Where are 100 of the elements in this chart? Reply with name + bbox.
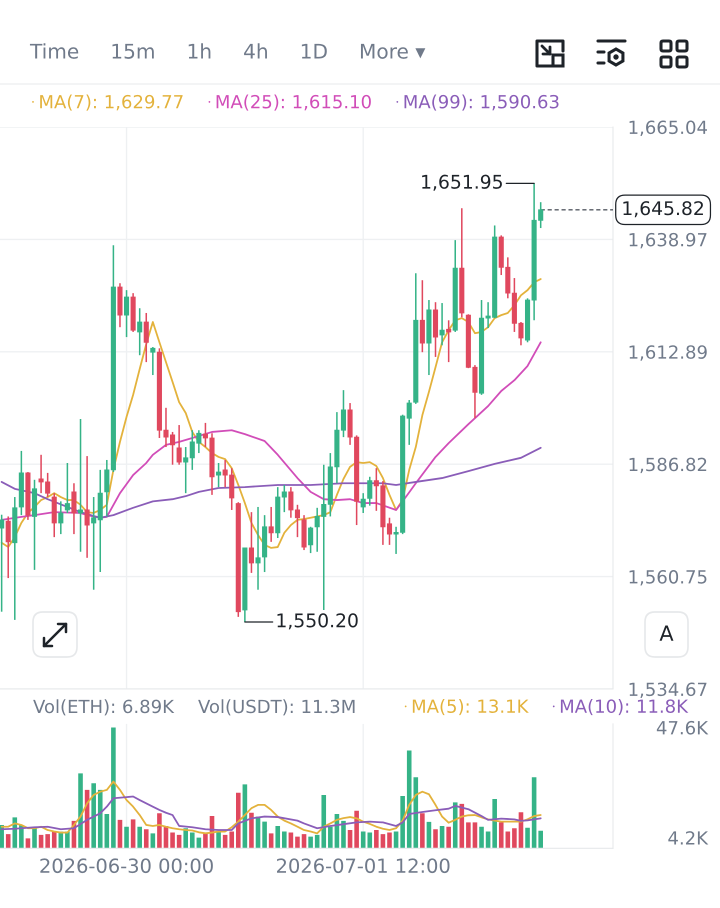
annotation: 1,550.20 [277,613,358,630]
candlestick [268,506,274,543]
bar [164,826,168,848]
bar [137,826,142,848]
bar [433,829,438,848]
bar [190,832,195,848]
y-tick-label: 4.2K [668,831,708,844]
legend-label: MA(5): 13.1K [412,699,529,716]
y-tick-label: 1,665.04 [630,120,707,136]
bar [45,834,50,848]
candlestick [58,500,64,535]
bar [348,830,352,848]
bar [256,816,260,848]
candlestick [176,424,182,466]
text: 1h [188,43,210,59]
candlestick [150,346,156,376]
candlestick [0,514,4,612]
bar [341,820,346,848]
bar [374,830,379,848]
bar [498,822,504,848]
bar [321,794,326,848]
bar [91,783,96,848]
text: Time [30,43,78,59]
candlestick [71,482,77,535]
y-tick-label: 1,612.89 [630,345,707,361]
text: Vol(USDT): 11.3M [198,699,355,716]
bar [170,832,175,848]
bar [118,820,122,848]
y-tick-label: 1,560.75 [630,570,706,586]
bar [130,819,136,848]
bar [420,813,425,848]
bar [308,836,313,848]
bar [394,832,398,848]
bar [144,829,149,848]
candlestick [248,511,254,574]
text: 1D [302,44,327,59]
legend-label: MA(10): 11.8K [560,699,688,716]
y-tick-label: 1,534.67 [630,682,706,698]
bar [506,832,510,848]
bar [367,832,372,848]
bar [486,832,490,848]
bar [440,826,444,848]
bar [380,834,386,848]
bar [360,832,366,848]
candlestick [137,307,142,356]
bar [229,832,234,848]
bar [150,833,156,848]
y-tick-label: 1,638.97 [630,232,706,248]
bar [328,826,333,848]
bar [78,773,83,848]
bar [268,833,274,848]
bar [387,832,392,848]
candlestick [216,462,222,488]
candlestick [440,302,445,346]
candlestick [420,279,425,353]
text: 4h [244,43,267,59]
candlestick [84,455,90,559]
text: A [660,626,674,641]
legend-label: MA(7): 1,629.77 [40,94,183,111]
bar [222,834,228,848]
bar [446,826,451,848]
bar [32,828,37,848]
bar [538,830,543,848]
bar [288,832,294,848]
ref-line-label: 1,645.82 [623,201,703,218]
candlestick [360,492,366,514]
bar [479,826,484,848]
bar [111,727,116,848]
candlestick [6,516,11,579]
text: 15m [112,44,154,59]
bar [406,750,412,848]
legend-label: MA(25): 1,615.10 [216,94,371,111]
bar [314,834,320,848]
candlestick [124,289,130,338]
y-tick-label: 47.6K [656,720,708,735]
bar [157,813,162,848]
bar [6,834,11,848]
bar [466,822,471,848]
line-series [0,780,542,834]
bar [38,834,44,848]
x-tick-label: 2026-06-30 00:00 [40,858,213,874]
bar [275,826,280,848]
bar [176,834,182,848]
bar [512,828,517,848]
candlestick [308,526,314,554]
candlestick [255,506,261,590]
bar [532,777,536,848]
bar [196,838,202,848]
bar [426,822,432,848]
text: More ▾ [360,44,426,59]
x-tick-label: 2026-07-01 12:00 [277,858,450,874]
bar [518,812,524,848]
annotation: 1,651.95 [422,174,502,191]
bar [492,799,497,848]
bar [249,812,254,848]
line-series [0,796,542,831]
candlestick [367,476,372,506]
candlestick [144,312,149,363]
line-series [0,278,542,549]
bar [413,777,418,848]
